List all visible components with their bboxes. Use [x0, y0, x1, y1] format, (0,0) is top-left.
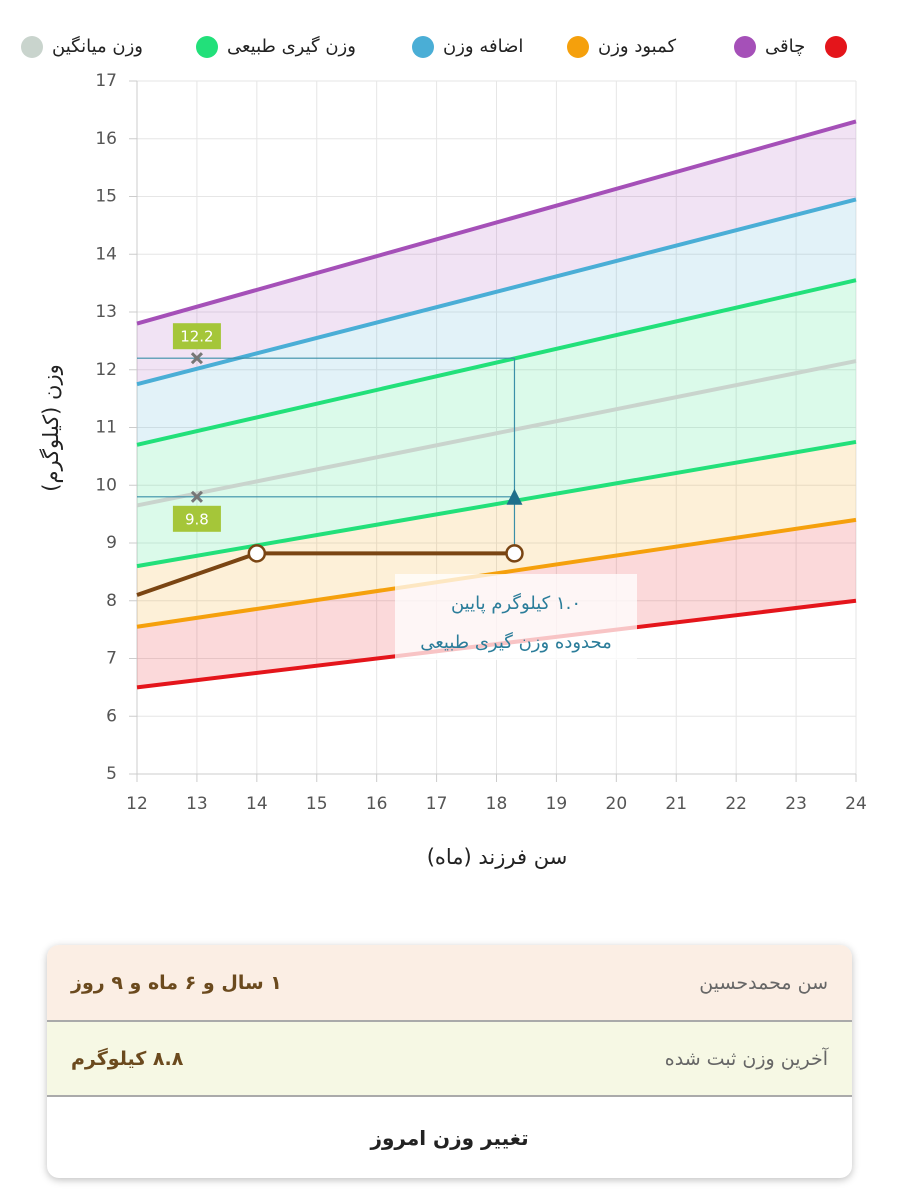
x-tick-label: 20 [606, 794, 628, 814]
legend-label: چاقی [765, 36, 805, 57]
row-value: ۸.۸ کیلوگرم [71, 1047, 184, 1070]
info-row: آخرین وزن ثبت شده ۸.۸ کیلوگرم [47, 1022, 852, 1097]
legend-label: اضافه وزن [443, 36, 523, 57]
y-tick-label: 17 [95, 71, 117, 91]
x-tick-label: 24 [845, 794, 867, 814]
range-arrow [506, 488, 523, 505]
legend-dot [825, 36, 847, 58]
x-tick-label: 15 [306, 794, 328, 814]
reference-line [136, 119, 857, 326]
legend-dot [412, 36, 434, 58]
reference-line [136, 517, 857, 629]
x-tick-label: 18 [486, 794, 508, 814]
y-tick-label: 7 [106, 649, 117, 669]
range-marker [190, 490, 203, 503]
y-tick-label: 9 [106, 533, 117, 553]
x-tick-label: 19 [546, 794, 568, 814]
band [137, 199, 856, 445]
y-tick-label: 5 [106, 764, 117, 784]
x-axis-label: سن فرزند (ماه) [427, 845, 568, 869]
y-tick-label: 10 [95, 475, 117, 495]
annotation-text: محدوده وزن گیری طبیعی [420, 631, 612, 653]
legend-label: وزن میانگین [52, 35, 143, 57]
x-tick-label: 23 [785, 794, 807, 814]
change-weight-button[interactable]: تغییر وزن امروز [370, 1125, 529, 1150]
legend-dot [734, 36, 756, 58]
x-tick-label: 12 [126, 794, 148, 814]
y-tick-label: 11 [95, 418, 117, 438]
row-value: ۱ سال و ۶ ماه و ۹ روز [71, 971, 282, 994]
annotation-box [395, 574, 637, 660]
y-tick-label: 6 [106, 706, 117, 726]
chart: 5 6 7 8 9 10 11 12 13 14 15 16 17 12 13 14 15 16 17 18 19 20 2… [21, 35, 867, 869]
y-tick-label: 8 [106, 591, 117, 611]
y-tick-label: 12 [95, 360, 117, 380]
range-label-box [172, 323, 221, 350]
band [137, 121, 856, 385]
x-tick-label: 21 [665, 794, 687, 814]
row-label: آخرین وزن ثبت شده [664, 1047, 828, 1070]
annotation-text: ۱.۰ کیلوگرم پایین [451, 592, 581, 614]
child-point [505, 544, 524, 563]
x-tick-label: 22 [725, 794, 747, 814]
x-tick-label: 16 [366, 794, 388, 814]
legend-dot [567, 36, 589, 58]
row-label: سن محمدحسین [699, 971, 828, 994]
legend-dot [21, 36, 43, 58]
range-marker [190, 352, 203, 365]
reference-line [136, 359, 857, 508]
y-tick-label: 16 [95, 129, 117, 149]
y-tick-label: 14 [95, 244, 117, 264]
legend-label: کمبود وزن [598, 36, 676, 57]
child-point [247, 544, 267, 563]
range-label: 12.2 [180, 328, 213, 346]
x-tick-label: 17 [426, 794, 448, 814]
range-label-box [172, 505, 221, 532]
y-tick-label: 15 [95, 187, 117, 207]
legend-label: وزن گیری طبیعی [227, 35, 356, 57]
band [137, 280, 856, 567]
info-row: سن محمدحسین ۱ سال و ۶ ماه و ۹ روز [47, 945, 852, 1022]
y-tick-label: 13 [95, 302, 117, 322]
legend-dot [196, 36, 218, 58]
y-axis-label: وزن (کیلوگرم) [39, 364, 63, 492]
band [137, 441, 856, 627]
reference-line [136, 197, 857, 387]
x-tick-label: 13 [186, 794, 208, 814]
range-label: 9.8 [185, 510, 209, 528]
reference-line [136, 278, 857, 447]
info-card: سن محمدحسین ۱ سال و ۶ ماه و ۹ روز آخرین … [47, 945, 852, 1178]
x-tick-label: 14 [246, 794, 268, 814]
